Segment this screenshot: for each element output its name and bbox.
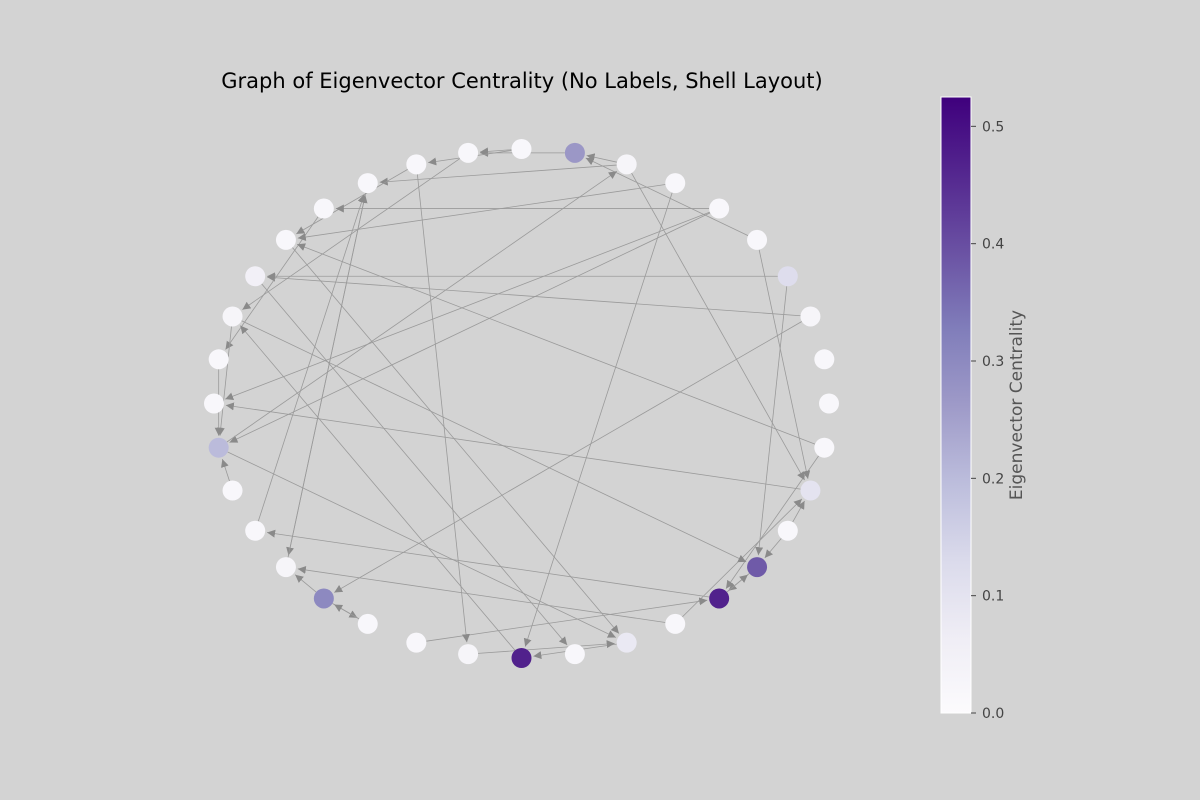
graph-node[interactable] <box>458 644 479 665</box>
graph-nodes <box>204 139 839 668</box>
graph-node[interactable] <box>616 154 637 175</box>
graph-node[interactable] <box>245 266 266 287</box>
graph-node[interactable] <box>747 229 768 250</box>
graph-node[interactable] <box>777 520 798 541</box>
graph-node[interactable] <box>665 173 686 194</box>
graph-node[interactable] <box>222 480 243 501</box>
graph-node[interactable] <box>275 229 296 250</box>
graph-node[interactable] <box>747 557 768 578</box>
graph-node[interactable] <box>511 139 532 159</box>
graph-node[interactable] <box>709 588 730 609</box>
graph-node[interactable] <box>313 588 334 609</box>
graph-edge <box>294 574 317 593</box>
graph-edge <box>227 451 617 638</box>
graph-node[interactable] <box>800 306 821 327</box>
graph-edge <box>292 247 620 634</box>
graph-edge <box>225 211 710 401</box>
graph-edge <box>755 286 788 556</box>
graph-edge <box>229 212 711 443</box>
colorbar-tick-label: 0.2 <box>982 471 1004 487</box>
graph-edge <box>764 538 782 559</box>
graph-edge <box>239 325 516 651</box>
graph-node[interactable] <box>564 644 585 665</box>
graph-edge <box>523 192 673 647</box>
graph-edge <box>585 157 749 236</box>
graph-node[interactable] <box>616 632 637 653</box>
colorbar-tick-label: 0.1 <box>982 589 1004 605</box>
graph-edge <box>758 249 811 479</box>
graph-edge <box>296 169 408 235</box>
colorbar-tick-label: 0.5 <box>982 119 1004 135</box>
graph-node[interactable] <box>814 349 835 370</box>
graph-node[interactable] <box>406 154 427 175</box>
graph-node[interactable] <box>208 349 229 370</box>
graph-edge <box>241 320 747 563</box>
graph-edge <box>726 574 749 593</box>
colorbar-ticks: 0.0 0.1 0.2 0.3 0.4 0.5 <box>971 119 1004 722</box>
graph-edge <box>792 500 805 523</box>
graph-node[interactable] <box>511 648 532 668</box>
graph-node[interactable] <box>458 142 479 163</box>
graph-node[interactable] <box>208 437 229 458</box>
graph-edge <box>334 604 360 620</box>
graph-node[interactable] <box>313 198 334 219</box>
graph-edge <box>257 194 366 522</box>
graph-node[interactable] <box>357 613 378 634</box>
graph-node[interactable] <box>204 393 224 414</box>
graph-edge <box>682 498 803 618</box>
graph-node[interactable] <box>665 613 686 634</box>
graph-edge <box>226 170 618 443</box>
graph-node[interactable] <box>222 306 243 327</box>
graph-edge <box>225 216 319 350</box>
graph-node[interactable] <box>800 480 821 501</box>
graph-node[interactable] <box>709 198 730 219</box>
graph-edge <box>296 243 816 445</box>
graph-edge <box>334 321 803 593</box>
graph-node[interactable] <box>819 393 839 414</box>
graph-edge <box>297 184 666 241</box>
graph-edge <box>216 326 232 436</box>
chart-title: Graph of Eigenvector Centrality (No Labe… <box>221 69 822 93</box>
colorbar-tick-label: 0.4 <box>982 237 1004 253</box>
graph-edge <box>379 164 617 186</box>
colorbar-tick-label: 0.3 <box>982 354 1004 370</box>
colorbar-tick-label: 0.0 <box>982 706 1004 722</box>
graph-node[interactable] <box>357 173 378 194</box>
graph-node[interactable] <box>564 142 585 163</box>
graph-node[interactable] <box>814 437 835 458</box>
colorbar-label: Eigenvector Centrality <box>1007 310 1027 500</box>
graph-edge <box>725 455 819 589</box>
graph-node[interactable] <box>275 557 296 578</box>
colorbar: 0.0 0.1 0.2 0.3 0.4 0.5 Eigenvector Centralit… <box>940 96 1027 722</box>
graph-node[interactable] <box>245 520 266 541</box>
colorbar-gradient <box>940 96 972 714</box>
graph-node[interactable] <box>406 632 427 653</box>
graph-edge <box>225 402 801 490</box>
graph-edge <box>478 640 615 654</box>
graph-edge <box>267 529 710 598</box>
graph-edge <box>416 174 470 643</box>
graph-edge <box>426 597 708 642</box>
graph-edge <box>287 194 368 558</box>
graph-node[interactable] <box>777 266 798 287</box>
graph-edge <box>631 172 805 481</box>
graph-edge <box>221 458 230 482</box>
graph-edge <box>586 153 617 163</box>
graph-edge <box>480 147 512 156</box>
graph-edge <box>297 566 666 623</box>
graph-edge <box>261 283 568 646</box>
graph-edge <box>267 273 801 317</box>
graph-edges <box>214 147 819 660</box>
